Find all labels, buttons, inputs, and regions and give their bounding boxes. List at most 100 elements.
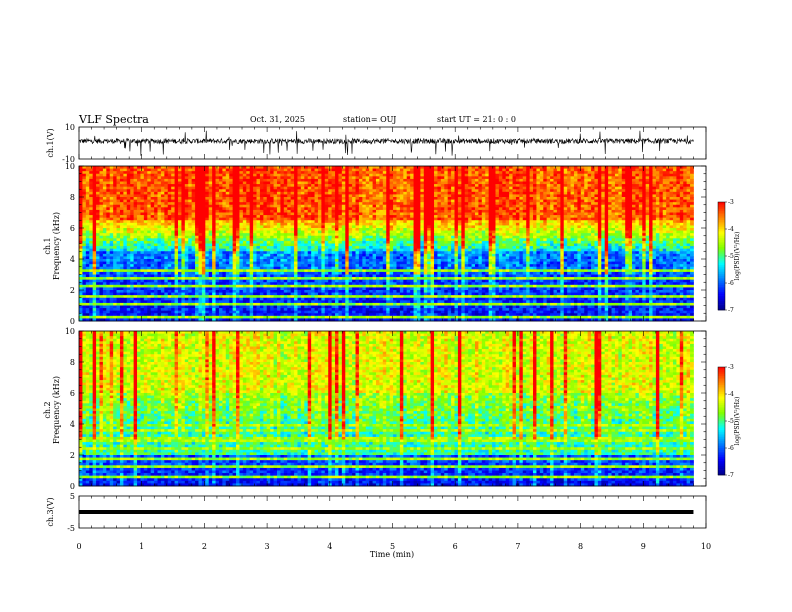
spectrogram-cell bbox=[291, 194, 295, 197]
spectrogram-cell bbox=[533, 189, 537, 192]
spectrogram-cell bbox=[396, 192, 400, 195]
spectrogram-cell bbox=[670, 233, 674, 236]
spectrogram-cell bbox=[93, 225, 97, 228]
spectrogram-cell bbox=[134, 166, 138, 169]
spectrogram-cell bbox=[325, 174, 329, 177]
spectrogram-cell bbox=[263, 205, 267, 208]
spectrogram-cell bbox=[386, 169, 390, 172]
spectrogram-cell bbox=[185, 182, 189, 185]
spectrogram-cell bbox=[233, 182, 237, 185]
spectrogram-cell bbox=[591, 171, 595, 174]
spectrogram-cell bbox=[431, 166, 435, 169]
spectrogram-cell bbox=[656, 197, 660, 200]
spectrogram-cell bbox=[649, 205, 653, 208]
spectrogram-cell bbox=[683, 169, 687, 172]
spectrogram-cell bbox=[649, 171, 653, 174]
spectrogram-cell bbox=[212, 202, 216, 205]
spectrogram-cell bbox=[301, 205, 305, 208]
spectrogram-cell bbox=[171, 220, 175, 223]
spectrogram-cell bbox=[458, 171, 462, 174]
spectrogram-cell bbox=[396, 184, 400, 187]
spectrogram-cell bbox=[246, 171, 250, 174]
spectrogram-cell bbox=[673, 184, 677, 187]
spectrogram-cell bbox=[147, 228, 151, 231]
spectrogram-cell bbox=[233, 218, 237, 221]
spectrogram-cell bbox=[352, 169, 356, 172]
spectrogram-cell bbox=[338, 205, 342, 208]
spectrogram-cell bbox=[584, 189, 588, 192]
spectrogram-cell bbox=[274, 220, 278, 223]
spectrogram-cell bbox=[243, 228, 247, 231]
spectrogram-cell bbox=[581, 171, 585, 174]
spectrogram-cell bbox=[625, 176, 629, 179]
spectrogram-cell bbox=[260, 187, 264, 190]
spectrogram-cell bbox=[646, 166, 650, 169]
spectrogram-cell bbox=[325, 179, 329, 182]
spectrogram-cell bbox=[246, 231, 250, 234]
spectrogram-cell bbox=[417, 218, 421, 221]
spectrogram-cell bbox=[424, 184, 428, 187]
spectrogram-cell bbox=[598, 182, 602, 185]
spectrogram-cell bbox=[601, 231, 605, 234]
spectrogram-cell bbox=[342, 200, 346, 203]
spectrogram-cell bbox=[390, 233, 394, 236]
spectrogram-cell bbox=[659, 197, 663, 200]
spectrogram-cell bbox=[673, 189, 677, 192]
spectrogram-cell bbox=[663, 192, 667, 195]
spectrogram-cell bbox=[530, 210, 534, 213]
spectrogram-cell bbox=[93, 169, 97, 172]
spectrogram-cell bbox=[352, 171, 356, 174]
spectrogram-cell bbox=[577, 207, 581, 210]
spectrogram-cell bbox=[414, 205, 418, 208]
spectrogram-cell bbox=[475, 205, 479, 208]
spectrogram-cell bbox=[622, 228, 626, 231]
spectrogram-cell bbox=[396, 213, 400, 216]
spectrogram-cell bbox=[229, 189, 233, 192]
spectrogram-cell bbox=[506, 231, 510, 234]
spectrogram-cell bbox=[89, 236, 93, 239]
spectrogram-cell bbox=[465, 171, 469, 174]
spectrogram-cell bbox=[564, 207, 568, 210]
spectrogram-cell bbox=[236, 207, 240, 210]
spectrogram-cell bbox=[263, 223, 267, 226]
spectrogram-cell bbox=[257, 169, 261, 172]
spectrogram-cell bbox=[267, 231, 271, 234]
spectrogram-cell bbox=[670, 210, 674, 213]
spectrogram-cell bbox=[499, 179, 503, 182]
spectrogram-cell bbox=[229, 200, 233, 203]
spectrogram-cell bbox=[304, 210, 308, 213]
spectrogram-cell bbox=[543, 225, 547, 228]
spectrogram-cell bbox=[308, 205, 312, 208]
spectrogram-cell bbox=[233, 225, 237, 228]
spectrogram-cell bbox=[195, 169, 199, 172]
spectrogram-cell bbox=[161, 207, 165, 210]
spectrogram-cell bbox=[475, 215, 479, 218]
spectrogram-cell bbox=[328, 174, 332, 177]
spectrogram-cell bbox=[495, 218, 499, 221]
spectrogram-cell bbox=[622, 220, 626, 223]
spectrogram-cell bbox=[250, 184, 254, 187]
spectrogram-cell bbox=[434, 166, 438, 169]
spectrogram-cell bbox=[676, 171, 680, 174]
spectrogram-cell bbox=[489, 187, 493, 190]
spectrogram-cell bbox=[171, 215, 175, 218]
spectrogram-cell bbox=[178, 171, 182, 174]
spectrogram-cell bbox=[499, 205, 503, 208]
spectrogram-cell bbox=[140, 179, 144, 182]
spectrogram-cell bbox=[195, 218, 199, 221]
spectrogram-cell bbox=[123, 174, 127, 177]
spectrogram-cell bbox=[181, 231, 185, 234]
spectrogram-cell bbox=[458, 174, 462, 177]
spectrogram-cell bbox=[523, 202, 527, 205]
spectrogram-cell bbox=[564, 197, 568, 200]
spectrogram-cell bbox=[161, 205, 165, 208]
spectrogram-cell bbox=[547, 215, 551, 218]
spectrogram-cell bbox=[93, 187, 97, 190]
spectrogram-cell bbox=[123, 213, 127, 216]
spectrogram-cell bbox=[676, 176, 680, 179]
spectrogram-cell bbox=[294, 225, 298, 228]
spectrogram-cell bbox=[461, 202, 465, 205]
spectrogram-cell bbox=[584, 200, 588, 203]
spectrogram-cell bbox=[458, 179, 462, 182]
